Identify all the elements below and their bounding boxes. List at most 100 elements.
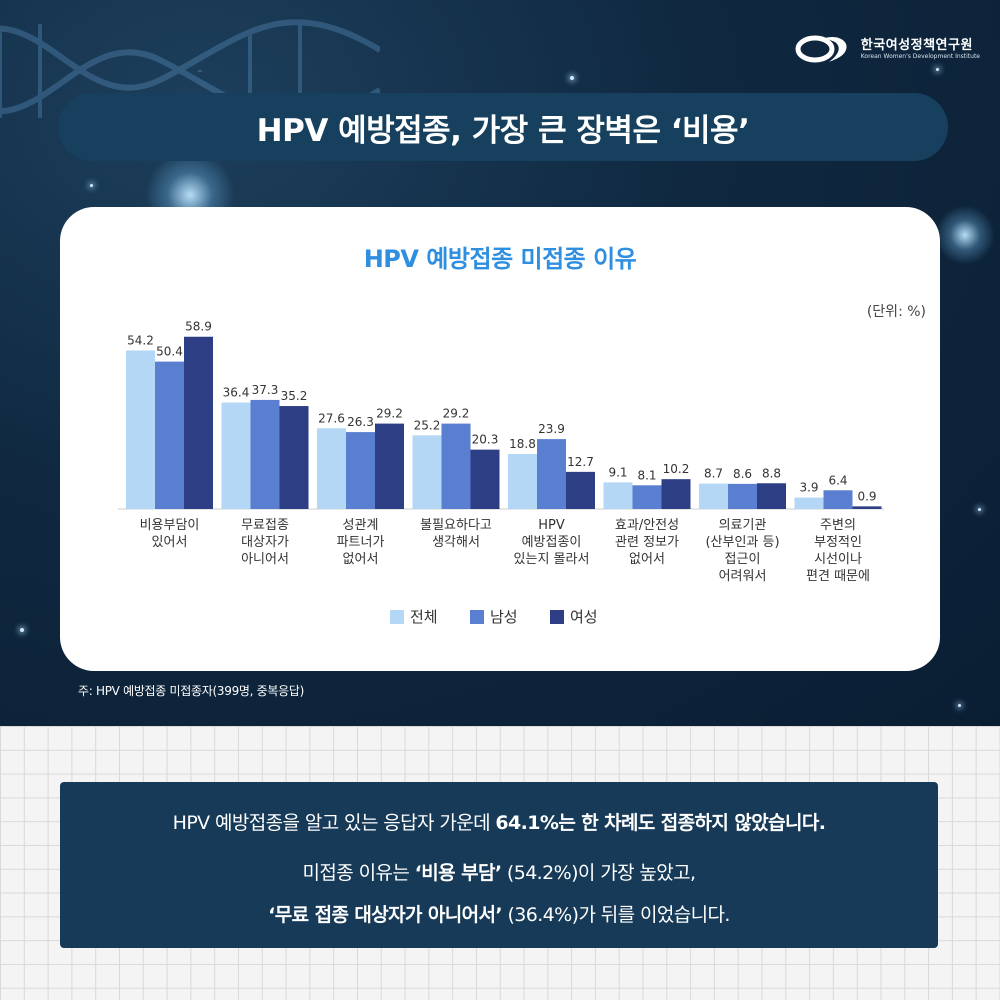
x-tick-label: 주변의 — [820, 518, 856, 533]
legend-label: 남성 — [490, 608, 518, 626]
light-glow — [935, 205, 995, 265]
bar-남성 — [728, 483, 757, 509]
star-dot — [978, 508, 981, 511]
x-tick-label: 접근이 — [725, 552, 761, 567]
data-label: 0.9 — [857, 489, 876, 503]
x-tick-label: 아니어서 — [241, 552, 289, 567]
star-dot — [20, 628, 24, 632]
x-tick-label: 편견 때문에 — [806, 569, 870, 584]
legend-swatch — [470, 610, 484, 624]
star-dot — [570, 76, 574, 80]
data-label: 3.9 — [799, 481, 818, 495]
summary-text: (36.4%)가 뒤를 이었습니다. — [502, 904, 730, 926]
data-label: 20.3 — [472, 433, 499, 447]
bar-여성 — [757, 483, 786, 509]
legend-label: 전체 — [410, 608, 438, 626]
summary-text: HPV 예방접종을 알고 있는 응답자 가운데 — [172, 812, 496, 834]
bar-여성 — [184, 336, 213, 509]
x-tick-label: 비용부담이 — [140, 518, 200, 533]
bar-전체 — [221, 402, 251, 509]
x-tick-label: 무료접종 — [241, 518, 289, 533]
org-logo: 한국여성정책연구원 Korean Women's Development Ins… — [795, 34, 980, 64]
x-tick-label: 관련 정보가 — [615, 535, 679, 550]
data-label: 29.2 — [443, 407, 470, 421]
data-label: 29.2 — [376, 407, 403, 421]
data-label: 18.8 — [509, 437, 536, 451]
bar-남성 — [537, 439, 566, 509]
x-tick-label: 생각해서 — [432, 535, 480, 550]
data-label: 12.7 — [567, 455, 594, 469]
legend-label: 여성 — [570, 608, 598, 626]
bar-전체 — [794, 497, 824, 509]
x-tick-label: 예방접종이 — [522, 535, 582, 550]
data-label: 8.7 — [704, 467, 723, 481]
legend-swatch — [550, 610, 564, 624]
summary-highlight: ‘비용 부담’ — [414, 862, 502, 884]
bar-남성 — [632, 485, 662, 509]
summary-line-3: ‘무료 접종 대상자가 아니어서’ (36.4%)가 뒤를 이었습니다. — [60, 900, 938, 927]
data-label: 8.8 — [762, 466, 781, 480]
x-tick-label: 대상자가 — [241, 535, 289, 550]
bar-남성 — [441, 423, 471, 509]
bar-전체 — [508, 454, 537, 509]
chart-card: HPV 예방접종 미접종 이유 (단위: %) 54.2 50.4 58.9 비용부담… — [60, 207, 940, 671]
org-name-en: Korean Women's Development Institute — [860, 52, 980, 60]
data-label: 37.3 — [252, 383, 279, 397]
bar-전체 — [412, 435, 442, 509]
data-label: 27.6 — [318, 411, 345, 425]
bar-전체 — [603, 482, 633, 509]
bar-여성 — [470, 449, 500, 509]
bar-여성 — [852, 506, 882, 509]
x-tick-label: 부정적인 — [814, 535, 862, 550]
x-tick-label: 파트너가 — [337, 535, 385, 550]
x-tick-label: 효과/안전성 — [615, 518, 679, 533]
x-tick-label: 없어서 — [629, 552, 665, 567]
data-label: 8.6 — [733, 467, 752, 481]
org-name: 한국여성정책연구원 — [860, 37, 973, 53]
bar-남성 — [346, 432, 375, 509]
data-label: 23.9 — [538, 422, 565, 436]
headline-banner: HPV 예방접종, 가장 큰 장벽은 ‘비용’ — [58, 93, 948, 161]
x-tick-label: 있어서 — [152, 535, 188, 550]
bar-전체 — [126, 350, 155, 509]
chart-title: HPV 예방접종 미접종 이유 — [363, 245, 637, 273]
kwdi-logo-icon — [795, 35, 847, 63]
bar-남성 — [155, 361, 184, 509]
bar-여성 — [279, 406, 309, 509]
x-tick-label: 의료기관 — [719, 518, 767, 533]
x-tick-label: (산부인과 등) — [705, 535, 779, 550]
x-tick-label: 불필요하다고 — [420, 518, 492, 533]
data-label: 50.4 — [156, 345, 183, 359]
summary-highlight: ‘무료 접종 대상자가 아니어서’ — [268, 904, 503, 926]
star-dot — [958, 704, 961, 707]
x-tick-label: 어려워서 — [719, 569, 767, 584]
legend-swatch — [390, 610, 404, 624]
footnote: 주: HPV 예방접종 미접종자(399명, 중복응답) — [78, 684, 305, 698]
bar-남성 — [823, 490, 853, 509]
bar-여성 — [375, 423, 404, 509]
x-tick-label: 시선이나 — [814, 552, 862, 567]
data-label: 36.4 — [223, 386, 250, 400]
bar-여성 — [661, 479, 691, 509]
summary-text: 미접종 이유는 — [302, 862, 415, 884]
data-label: 9.1 — [608, 465, 627, 479]
bar-남성 — [250, 399, 280, 509]
bar-전체 — [699, 483, 728, 509]
x-tick-label: HPV — [538, 518, 565, 533]
unit-label: (단위: %) — [866, 304, 926, 320]
data-label: 6.4 — [828, 473, 847, 487]
summary-line-1: HPV 예방접종을 알고 있는 응답자 가운데 64.1%는 한 차례도 접종하… — [60, 808, 938, 835]
summary-highlight: 64.1%는 한 차례도 접종하지 않았습니다. — [495, 812, 826, 834]
data-label: 54.2 — [127, 333, 154, 347]
x-tick-label: 없어서 — [343, 552, 379, 567]
bar-여성 — [566, 471, 595, 509]
summary-text: (54.2%)이 가장 높았고, — [501, 862, 696, 884]
data-label: 58.9 — [185, 320, 212, 334]
summary-box: HPV 예방접종을 알고 있는 응답자 가운데 64.1%는 한 차례도 접종하… — [60, 782, 938, 948]
star-dot — [936, 68, 939, 71]
x-tick-label: 성관계 — [343, 518, 379, 533]
data-label: 8.1 — [637, 468, 656, 482]
data-label: 10.2 — [663, 462, 690, 476]
x-tick-label: 있는지 몰라서 — [514, 552, 590, 567]
